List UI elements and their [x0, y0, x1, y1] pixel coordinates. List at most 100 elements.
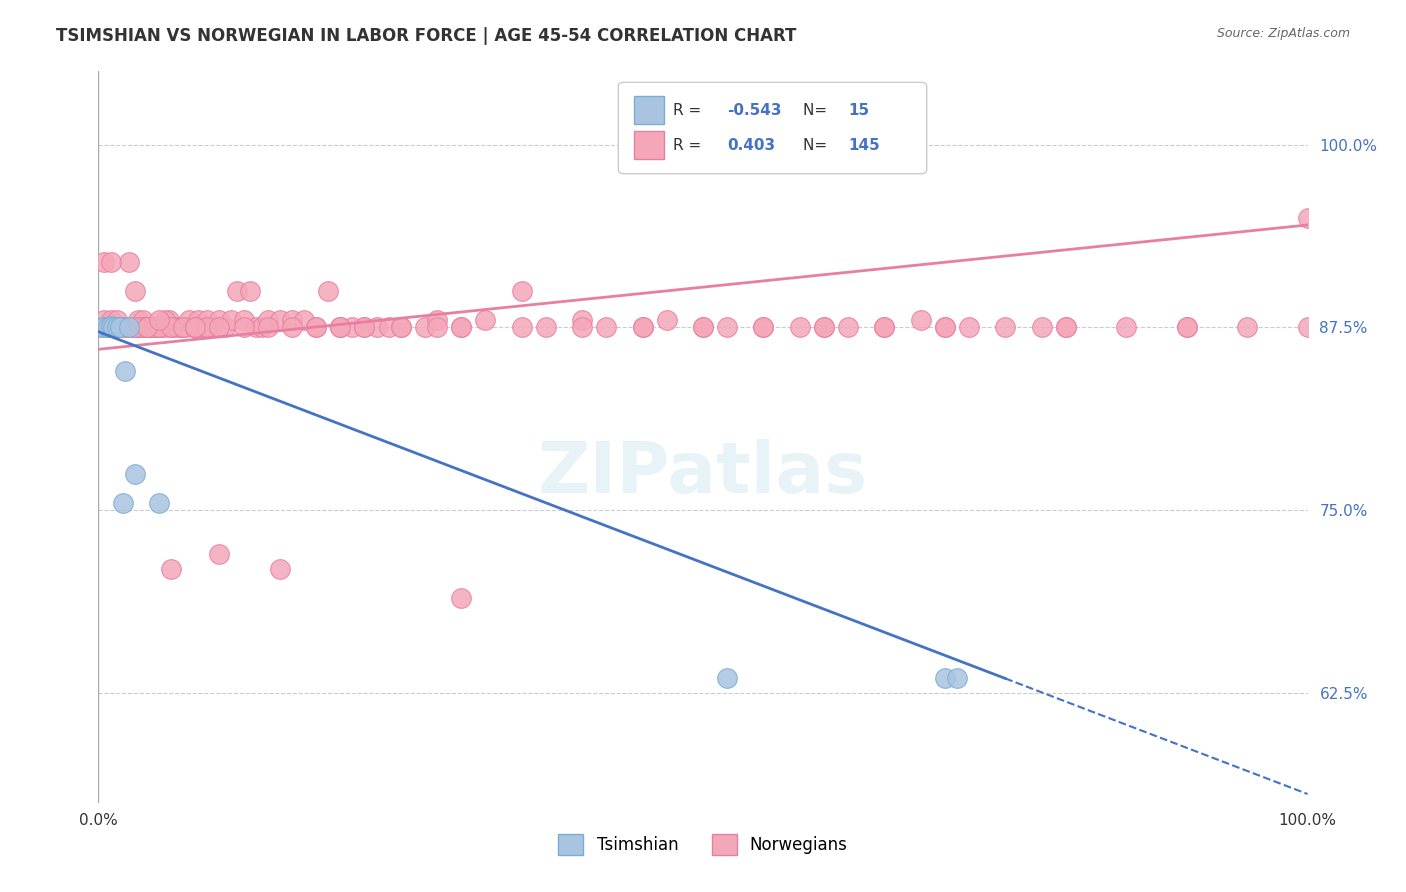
Point — [389, 320, 412, 334]
Point — [153, 320, 176, 334]
Point — [118, 254, 141, 268]
Point — [329, 320, 352, 334]
Text: 0.403: 0.403 — [727, 137, 775, 153]
Point — [129, 320, 152, 334]
Point — [100, 318, 122, 333]
Point — [108, 320, 131, 334]
FancyBboxPatch shape — [634, 131, 664, 159]
Point — [136, 320, 159, 334]
Point — [93, 320, 115, 334]
Point — [115, 320, 138, 334]
Point — [169, 320, 191, 334]
Point — [101, 320, 124, 334]
Point — [281, 313, 304, 327]
Point — [1296, 320, 1319, 334]
Point — [873, 320, 896, 334]
Point — [160, 320, 183, 334]
Point — [100, 313, 122, 327]
Point — [1296, 211, 1319, 225]
Point — [111, 320, 134, 334]
Point — [114, 364, 136, 378]
Point — [305, 320, 328, 334]
Point — [127, 320, 149, 334]
Point — [232, 320, 254, 334]
Point — [135, 320, 157, 334]
Point — [97, 320, 120, 334]
Point — [194, 320, 217, 334]
Point — [111, 496, 134, 510]
Point — [813, 320, 835, 334]
Point — [655, 313, 678, 327]
Point — [107, 320, 129, 334]
Point — [510, 284, 533, 298]
Point — [141, 320, 163, 334]
Point — [534, 320, 557, 334]
Point — [142, 320, 165, 334]
Point — [716, 672, 738, 686]
Point — [389, 320, 412, 334]
Point — [124, 320, 146, 334]
Point — [329, 320, 352, 334]
Point — [752, 320, 775, 334]
Point — [124, 320, 146, 334]
Point — [934, 320, 956, 334]
Point — [143, 320, 166, 334]
Point — [108, 320, 131, 334]
Point — [752, 320, 775, 334]
Point — [118, 320, 141, 334]
Point — [118, 320, 141, 334]
Point — [91, 320, 114, 334]
Point — [377, 320, 399, 334]
Point — [269, 562, 291, 576]
Point — [1054, 320, 1077, 334]
Point — [103, 320, 125, 334]
Point — [910, 313, 932, 327]
Point — [134, 320, 156, 334]
Point — [426, 313, 449, 327]
Point — [128, 320, 150, 334]
Point — [135, 320, 157, 334]
Point — [121, 320, 143, 334]
Point — [142, 320, 165, 334]
Point — [105, 320, 128, 334]
Point — [135, 320, 157, 334]
Point — [292, 313, 315, 327]
Point — [813, 320, 835, 334]
Point — [631, 320, 654, 334]
Point — [93, 254, 115, 268]
Point — [96, 320, 118, 334]
Point — [131, 320, 153, 334]
Text: 15: 15 — [848, 103, 869, 118]
Point — [110, 320, 132, 334]
Point — [190, 320, 212, 334]
Point — [208, 313, 231, 327]
Point — [873, 320, 896, 334]
Text: N=: N= — [803, 137, 832, 153]
Point — [692, 320, 714, 334]
Point — [281, 320, 304, 334]
Point — [162, 320, 184, 334]
Point — [111, 320, 134, 334]
Point — [789, 320, 811, 334]
Point — [124, 284, 146, 298]
Point — [145, 320, 167, 334]
Point — [114, 320, 136, 334]
Point — [148, 496, 170, 510]
Point — [957, 320, 980, 334]
Text: Source: ZipAtlas.com: Source: ZipAtlas.com — [1216, 27, 1350, 40]
Point — [245, 320, 267, 334]
Point — [994, 320, 1017, 334]
Point — [135, 320, 157, 334]
Point — [184, 320, 207, 334]
Point — [118, 320, 141, 334]
Text: ZIPatlas: ZIPatlas — [538, 439, 868, 508]
Point — [148, 320, 170, 334]
Point — [101, 320, 124, 334]
Point — [97, 320, 120, 334]
Point — [1054, 320, 1077, 334]
Point — [269, 313, 291, 327]
Point — [184, 320, 207, 334]
Point — [256, 313, 278, 327]
Point — [160, 562, 183, 576]
Point — [91, 320, 114, 334]
